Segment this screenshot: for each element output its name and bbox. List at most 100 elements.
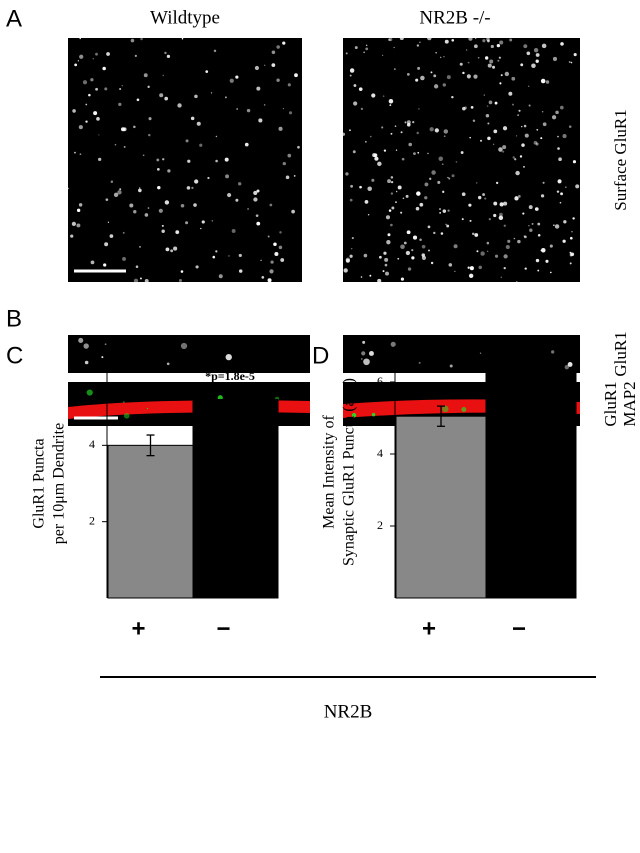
puncta bbox=[235, 75, 239, 79]
puncta bbox=[351, 412, 357, 418]
puncta bbox=[278, 245, 283, 250]
puncta bbox=[516, 281, 518, 283]
puncta bbox=[487, 122, 490, 125]
puncta bbox=[228, 255, 230, 257]
puncta bbox=[524, 235, 527, 239]
puncta bbox=[107, 221, 110, 223]
puncta bbox=[363, 253, 368, 258]
row-label: Surface GluR1 bbox=[611, 109, 630, 211]
puncta bbox=[467, 266, 470, 269]
image-wt-glur1 bbox=[68, 335, 310, 373]
puncta bbox=[271, 63, 276, 67]
puncta bbox=[442, 190, 445, 193]
x-tick-label: − bbox=[512, 615, 526, 642]
puncta bbox=[382, 270, 385, 273]
puncta bbox=[533, 48, 539, 53]
puncta bbox=[467, 61, 470, 64]
puncta bbox=[390, 180, 394, 184]
puncta bbox=[140, 277, 142, 280]
puncta bbox=[504, 71, 510, 77]
puncta bbox=[83, 343, 89, 349]
puncta bbox=[400, 277, 405, 281]
puncta bbox=[542, 181, 545, 184]
puncta bbox=[186, 186, 191, 190]
bar bbox=[395, 415, 487, 599]
puncta bbox=[528, 225, 530, 227]
puncta bbox=[387, 233, 391, 237]
puncta bbox=[468, 203, 472, 207]
puncta bbox=[476, 250, 479, 253]
puncta bbox=[402, 197, 405, 200]
puncta bbox=[349, 68, 355, 73]
puncta bbox=[164, 51, 167, 55]
puncta bbox=[511, 103, 515, 106]
puncta bbox=[287, 83, 291, 87]
puncta bbox=[442, 405, 449, 413]
puncta bbox=[166, 362, 170, 366]
puncta bbox=[523, 44, 528, 49]
puncta bbox=[78, 203, 83, 207]
puncta bbox=[488, 218, 491, 221]
puncta bbox=[143, 73, 148, 78]
puncta bbox=[385, 215, 391, 220]
puncta bbox=[369, 351, 374, 356]
puncta bbox=[191, 186, 194, 189]
puncta bbox=[113, 192, 119, 198]
puncta bbox=[374, 156, 379, 161]
puncta bbox=[447, 209, 450, 212]
puncta bbox=[199, 143, 203, 147]
puncta bbox=[372, 153, 377, 158]
puncta bbox=[502, 145, 507, 150]
puncta bbox=[533, 140, 538, 145]
puncta bbox=[572, 160, 577, 164]
puncta bbox=[98, 134, 100, 136]
puncta bbox=[86, 389, 93, 396]
puncta bbox=[195, 265, 199, 269]
puncta bbox=[85, 103, 88, 106]
puncta bbox=[435, 52, 437, 54]
puncta bbox=[573, 53, 577, 57]
row-label: MAP2 bbox=[620, 381, 639, 426]
puncta bbox=[158, 208, 163, 213]
puncta bbox=[415, 78, 419, 82]
puncta bbox=[468, 273, 474, 278]
puncta bbox=[424, 182, 429, 187]
puncta bbox=[507, 239, 511, 243]
puncta bbox=[403, 241, 407, 245]
puncta bbox=[147, 207, 150, 209]
puncta bbox=[518, 195, 521, 198]
puncta bbox=[569, 253, 573, 257]
puncta bbox=[448, 177, 451, 180]
puncta bbox=[123, 146, 126, 148]
puncta bbox=[519, 155, 523, 158]
puncta bbox=[439, 208, 441, 210]
puncta bbox=[554, 224, 560, 229]
puncta bbox=[518, 109, 521, 112]
puncta bbox=[210, 92, 213, 94]
puncta bbox=[387, 179, 392, 184]
x-tick-label: − bbox=[216, 615, 230, 642]
puncta bbox=[442, 83, 446, 87]
puncta bbox=[363, 358, 370, 366]
puncta bbox=[384, 257, 389, 262]
puncta bbox=[175, 230, 180, 235]
puncta bbox=[148, 133, 151, 137]
puncta bbox=[341, 132, 346, 136]
puncta bbox=[535, 258, 540, 263]
puncta bbox=[110, 180, 114, 183]
puncta bbox=[413, 152, 416, 155]
image-wt bbox=[68, 38, 302, 282]
puncta bbox=[406, 230, 411, 235]
puncta bbox=[166, 54, 171, 59]
puncta bbox=[524, 133, 529, 138]
puncta bbox=[427, 35, 432, 41]
puncta bbox=[390, 192, 394, 195]
puncta bbox=[446, 224, 450, 228]
puncta bbox=[238, 253, 242, 258]
puncta bbox=[485, 114, 490, 118]
puncta bbox=[133, 125, 136, 129]
puncta bbox=[118, 102, 122, 107]
puncta bbox=[557, 135, 559, 138]
puncta bbox=[133, 210, 137, 214]
puncta bbox=[479, 139, 483, 142]
